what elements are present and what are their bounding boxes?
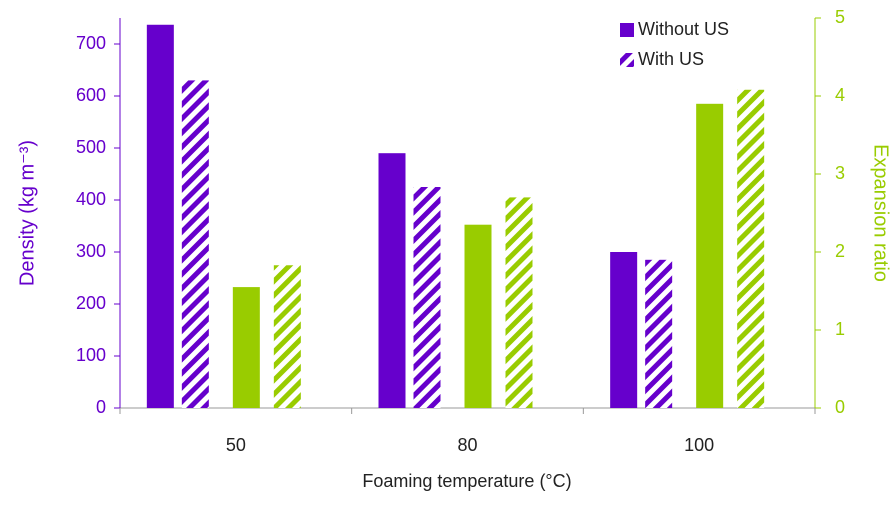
bar bbox=[232, 287, 260, 408]
y2-tick-label: 2 bbox=[835, 241, 845, 261]
y-tick-label: 400 bbox=[76, 189, 106, 209]
y-tick-label: 100 bbox=[76, 345, 106, 365]
x-tick-label: 50 bbox=[226, 435, 246, 455]
y2-tick-label: 5 bbox=[835, 7, 845, 27]
y-tick-label: 300 bbox=[76, 241, 106, 261]
y2-tick-label: 0 bbox=[835, 397, 845, 417]
bar bbox=[737, 89, 765, 408]
legend-label: With US bbox=[638, 49, 704, 69]
y2-tick-label: 3 bbox=[835, 163, 845, 183]
legend-label: Without US bbox=[638, 19, 729, 39]
x-tick-label: 100 bbox=[684, 435, 714, 455]
y-tick-label: 200 bbox=[76, 293, 106, 313]
x-axis-title: Foaming temperature (°C) bbox=[362, 471, 571, 491]
bar bbox=[413, 187, 441, 408]
y-tick-label: 700 bbox=[76, 33, 106, 53]
x-tick-label: 80 bbox=[457, 435, 477, 455]
y2-tick-label: 4 bbox=[835, 85, 845, 105]
y-tick-label: 600 bbox=[76, 85, 106, 105]
bar bbox=[378, 153, 406, 408]
bar bbox=[273, 265, 301, 408]
bar bbox=[645, 259, 673, 408]
bar bbox=[181, 80, 209, 409]
bar bbox=[464, 224, 492, 408]
y-axis-title: Density (kg m⁻³) bbox=[16, 140, 38, 286]
y2-axis-title: Expansion ratio bbox=[870, 144, 892, 282]
y2-tick-label: 1 bbox=[835, 319, 845, 339]
bar bbox=[610, 252, 638, 408]
y-tick-label: 500 bbox=[76, 137, 106, 157]
legend-swatch bbox=[620, 53, 634, 67]
legend-swatch bbox=[620, 23, 634, 37]
bar bbox=[505, 197, 533, 408]
y-tick-label: 0 bbox=[96, 397, 106, 417]
bar bbox=[696, 103, 724, 409]
bar bbox=[146, 24, 174, 408]
